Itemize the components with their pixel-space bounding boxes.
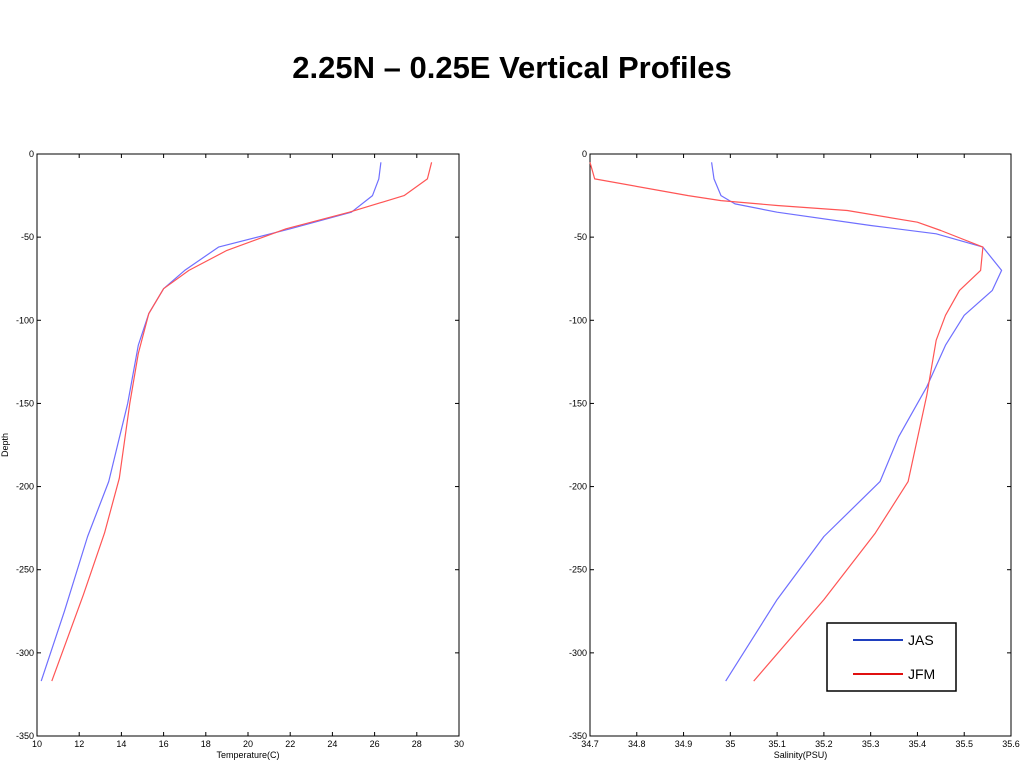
salinity-series-line-jfm (589, 162, 984, 682)
temperature-series-line-jas (40, 162, 382, 682)
temperature-y-tick-label: -200 (16, 482, 34, 492)
salinity-x-tick-label: 34.8 (628, 739, 646, 749)
temperature-y-tick-label: 0 (29, 149, 34, 159)
temperature-x-tick-label: 12 (74, 739, 84, 749)
temperature-x-tick-label: 26 (370, 739, 380, 749)
temperature-plot: 10 12 14 16 18 20 22 24 26 28 30 0 -50 -100 -150 -200 -2… (0, 149, 464, 760)
salinity-y-tick-label: -150 (569, 398, 587, 408)
temperature-x-tick-label: 18 (201, 739, 211, 749)
salinity-x-tick-label: 35.2 (815, 739, 833, 749)
temperature-x-tick-label: 20 (243, 739, 253, 749)
temperature-y-tick-label: -150 (16, 398, 34, 408)
temperature-x-tick-label: 24 (327, 739, 337, 749)
salinity-plot: 34.7 34.8 34.9 35 35.1 35.2 35.3 35.4 35.5 35.6 0 -… (569, 149, 1020, 760)
temperature-y-tick-label: -50 (21, 232, 34, 242)
temperature-x-tick-label: 30 (454, 739, 464, 749)
legend-box (826, 622, 957, 692)
temperature-x-axis-label: Temperature(C) (216, 750, 279, 760)
salinity-x-tick-label: 35.3 (862, 739, 880, 749)
temperature-x-tick-label: 22 (285, 739, 295, 749)
temperature-series-line-jfm (51, 162, 433, 682)
salinity-x-tick-label: 34.9 (675, 739, 693, 749)
salinity-x-tick-label: 35.4 (909, 739, 927, 749)
salinity-y-tick-label: 0 (582, 149, 587, 159)
salinity-y-tick-label: -250 (569, 565, 587, 575)
temperature-x-tick-label: 16 (159, 739, 169, 749)
temperature-plot-frame (36, 153, 460, 737)
temperature-x-tick-label: 14 (116, 739, 126, 749)
salinity-x-tick-label: 35 (725, 739, 735, 749)
salinity-x-tick-label: 35.6 (1002, 739, 1020, 749)
temperature-y-tick-label: -350 (16, 731, 34, 741)
salinity-x-tick-label: 34.7 (581, 739, 599, 749)
temperature-y-axis-label: Depth (0, 433, 10, 457)
legend-label-jfm: JFM (908, 666, 935, 682)
salinity-x-tick-label: 35.1 (768, 739, 786, 749)
temperature-y-tick-label: -100 (16, 315, 34, 325)
page-title: 2.25N – 0.25E Vertical Profiles (292, 50, 732, 85)
salinity-y-tick-label: -50 (574, 232, 587, 242)
salinity-plot-frame (589, 153, 1012, 737)
salinity-x-tick-label: 35.5 (955, 739, 973, 749)
salinity-y-tick-label: -200 (569, 482, 587, 492)
salinity-x-axis-label: Salinity(PSU) (774, 750, 828, 760)
temperature-y-tick-label: -300 (16, 648, 34, 658)
salinity-y-tick-label: -350 (569, 731, 587, 741)
temperature-y-tick-label: -250 (16, 565, 34, 575)
salinity-y-tick-label: -300 (569, 648, 587, 658)
legend-label-jas: JAS (908, 632, 934, 648)
salinity-series-line-jas (711, 162, 1003, 682)
temperature-x-tick-label: 28 (412, 739, 422, 749)
temperature-x-tick-label: 10 (32, 739, 42, 749)
salinity-y-tick-label: -100 (569, 315, 587, 325)
